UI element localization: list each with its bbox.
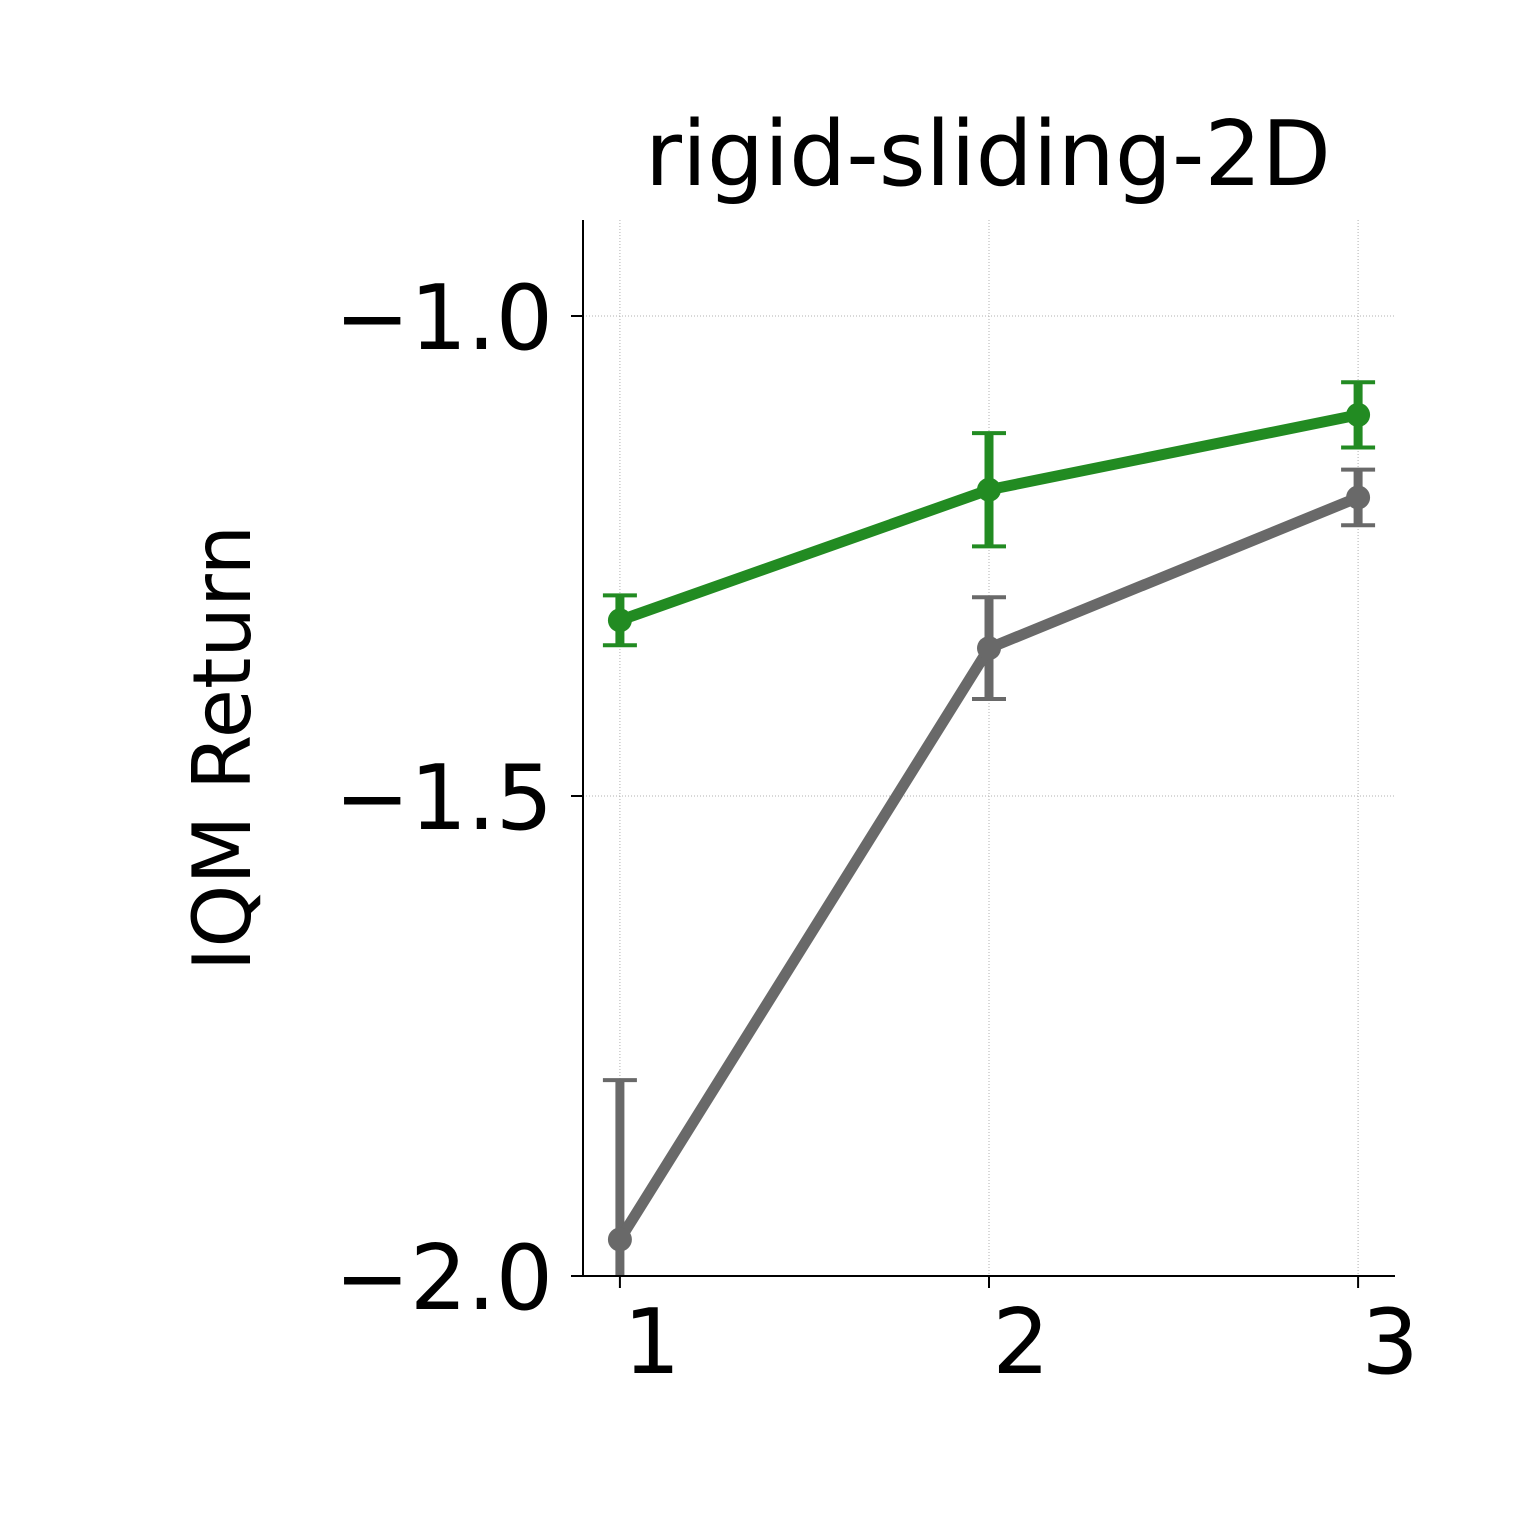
x-tick-label: 1 (623, 1290, 680, 1395)
x-tick-label: 2 (992, 1290, 1049, 1395)
point (977, 636, 1001, 661)
y-tick-label: −1.0 (334, 266, 553, 371)
point (607, 1227, 632, 1252)
point (1346, 485, 1371, 510)
ticks: −2.0 −1.5 −1.0 1 2 3 (334, 266, 1418, 1395)
point (607, 608, 632, 633)
point (977, 477, 1001, 502)
plot-area (602, 380, 1376, 1276)
y-axis-label: IQM Return (176, 525, 269, 971)
y-tick-label: −1.5 (334, 746, 553, 851)
grid (583, 220, 1395, 1277)
chart-title: rigid-sliding-2D (645, 102, 1331, 207)
x-tick-label: 3 (1361, 1290, 1418, 1395)
point (1346, 402, 1371, 427)
y-tick-label: −2.0 (334, 1226, 553, 1331)
